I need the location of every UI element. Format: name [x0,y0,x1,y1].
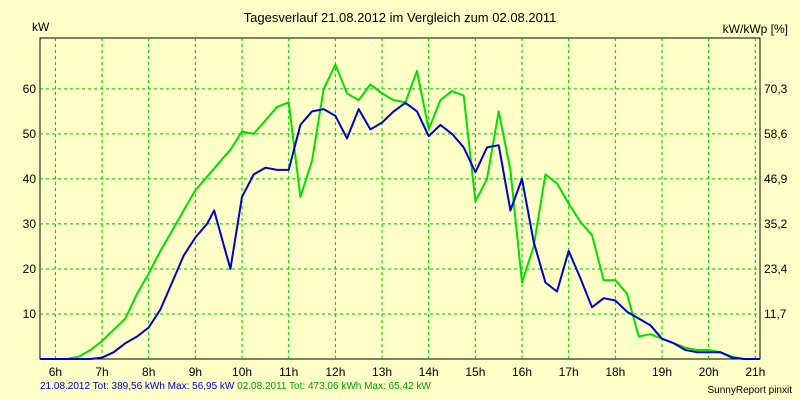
y-tick-label-right: 23,4 [764,262,788,276]
series2-summary: 02.08.2011 Tot: 473,06 kWh Max: 65,42 kW [237,381,431,392]
plot-area [39,37,761,360]
x-tick-label: 7h [95,365,108,379]
x-tick-label: 21h [745,365,765,379]
x-tick-label: 19h [652,365,672,379]
x-tick-label: 17h [559,365,579,379]
y-axis-right-unit: kW/kWp [%] [722,22,788,36]
y-tick-label-right: 46,9 [764,172,788,186]
x-tick-label: 18h [605,365,625,379]
y-tick-label-right: 35,2 [764,217,788,231]
x-tick-label: 15h [465,365,485,379]
y-tick-label-left: 30 [23,217,37,231]
x-tick-label: 9h [189,365,202,379]
x-tick-label: 13h [372,365,392,379]
y-tick-label-left: 50 [23,127,37,141]
y-tick-label-right: 70,3 [764,82,788,96]
y-tick-label-right: 11,7 [764,307,787,321]
y-tick-label-left: 40 [23,172,37,186]
x-tick-label: 10h [232,365,252,379]
x-tick-label: 12h [325,365,345,379]
x-tick-label: 20h [699,365,719,379]
y-tick-label-left: 10 [23,307,37,321]
y-tick-label-left: 60 [23,82,37,96]
x-tick-label: 11h [279,365,298,379]
y-axis-left-unit: kW [32,20,50,34]
series-line-2 [40,63,760,360]
series1-summary: 21.08.2012 Tot: 389,56 kWh Max: 56,95 kW [40,381,235,392]
y-tick-label-left: 20 [23,262,37,276]
x-tick-label: 16h [512,365,532,379]
chart-footer: 21.08.2012 Tot: 389,56 kWh Max: 56,95 kW… [40,381,431,392]
x-tick-label: 8h [142,365,155,379]
y-tick-label-right: 58,6 [764,127,788,141]
brand-credit: SunnyReport pinxit [707,385,793,396]
series-line-1 [40,101,760,360]
chart-title: Tagesverlauf 21.08.2012 im Vergleich zum… [243,10,557,25]
x-tick-label: 6h [49,365,62,379]
x-tick-label: 14h [419,365,439,379]
